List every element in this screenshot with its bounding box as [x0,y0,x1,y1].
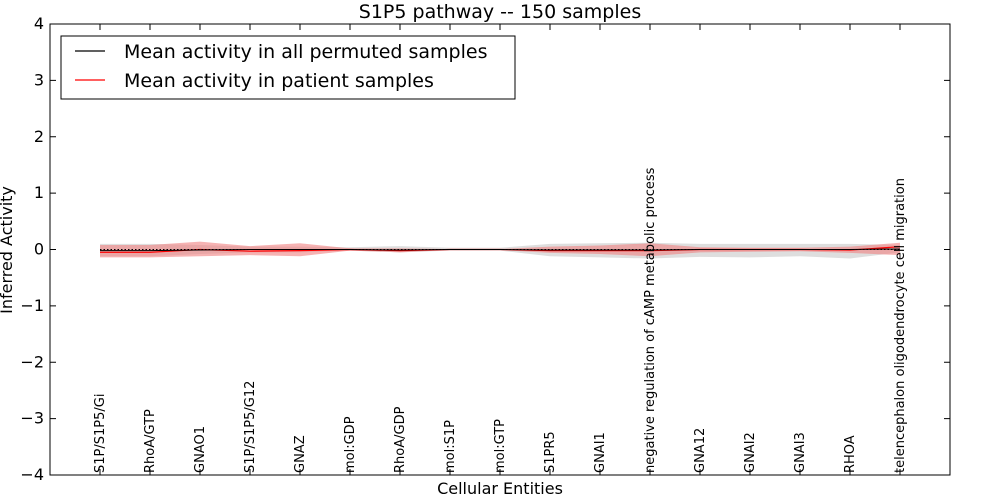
entity-label: S1P/S1P5/Gi [93,394,108,473]
entity-label: GNAI3 [793,432,808,473]
x-axis [99,24,901,475]
y-tick-label: 3 [34,70,44,89]
entity-label: telencephalon oligodendrocyte cell migra… [893,178,908,473]
legend-label-patient: Mean activity in patient samples [124,70,434,92]
y-tick-label: 2 [34,127,44,146]
legend: Mean activity in all permuted samples Me… [60,35,516,100]
y-tick-label: 0 [34,240,44,259]
legend-label-permuted: Mean activity in all permuted samples [124,41,487,63]
y-tick-label: −3 [20,409,44,428]
y-tick-label: −2 [20,352,44,371]
x-axis-label: Cellular Entities [437,479,563,498]
y-tick-label: 1 [34,183,44,202]
series-lines [100,246,901,253]
entity-label: GNAO1 [193,426,208,473]
entity-label: RhoA/GDP [393,406,408,473]
entity-label: GNAZ [293,435,308,473]
entity-label: mol:GDP [343,416,358,473]
entity-label: RhoA/GTP [143,409,158,473]
chart-title: S1P5 pathway -- 150 samples [359,1,641,23]
y-tick-label: 4 [34,14,44,33]
y-axis-label: Inferred Activity [0,186,16,314]
band-series-0 [100,242,900,259]
entity-label: mol:S1P [443,420,458,473]
entity-label: RHOA [843,435,858,473]
entity-label: GNAI1 [593,432,608,473]
entity-label: GNA12 [693,428,708,473]
entity-label: negative regulation of cAMP metabolic pr… [643,167,658,473]
y-tick-label: −4 [20,465,44,484]
entity-labels: S1P/S1P5/Gi RhoA/GTP GNAO1 S1P/S1P5/G12 GNAZ… [93,167,908,473]
entity-label: S1P/S1P5/G12 [243,381,258,473]
legend-box [60,35,516,100]
y-axis: 4 3 2 1 0 −1 −2 −3 −4 [20,14,950,484]
entity-label: GNAI2 [743,432,758,473]
entity-label: S1PR5 [543,431,558,473]
y-tick-label: −1 [20,296,44,315]
entity-label: mol:GTP [493,419,508,473]
